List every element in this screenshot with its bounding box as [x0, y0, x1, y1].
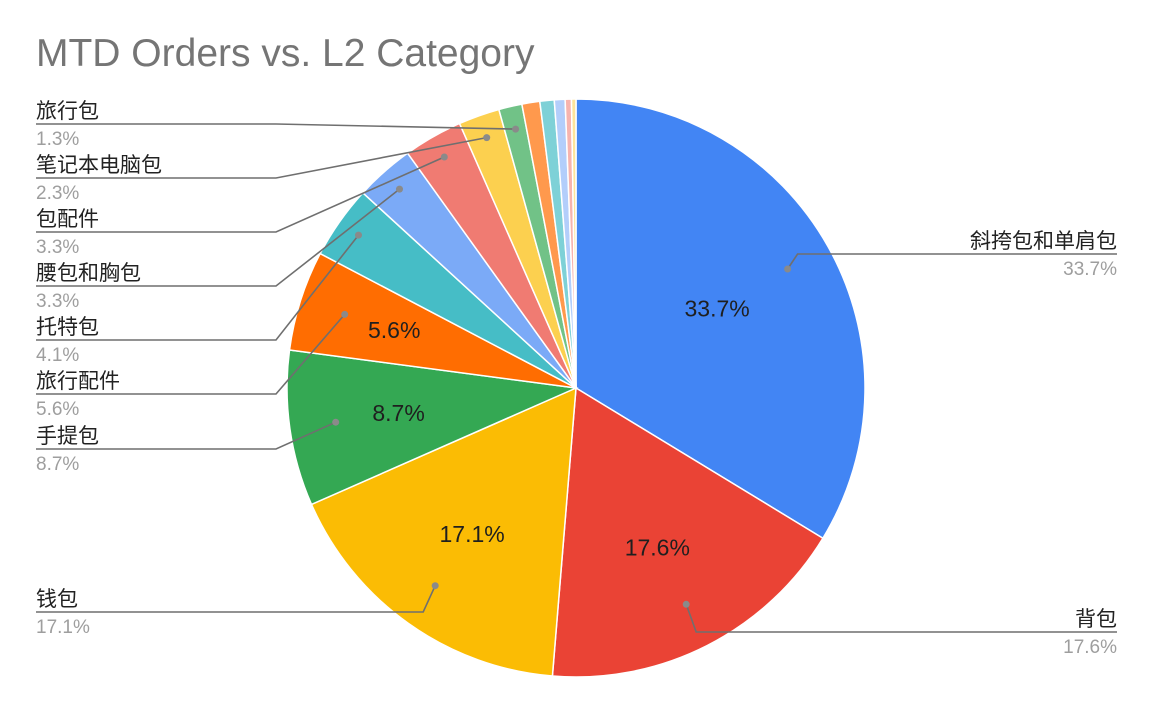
inner-labels-layer: 33.7% 17.6% 17.1% 8.7% 5.6% [368, 296, 750, 561]
callout-line-6 [36, 188, 400, 287]
callout-dot-1 [682, 600, 690, 608]
pie-slice-14[interactable] [570, 98, 577, 389]
callout-name-2: 钱包 [36, 587, 78, 611]
callout-dot-4 [341, 310, 349, 318]
callout-name-4: 旅行配件 [36, 369, 120, 393]
callout-line-5 [36, 234, 360, 341]
callout-line-0 [786, 253, 1117, 270]
callout-name-6: 腰包和胸包 [36, 261, 141, 285]
callout-line-9 [36, 123, 516, 130]
callout-dot-8 [483, 134, 491, 142]
slice-inner-label-4: 5.6% [368, 317, 420, 343]
callout-dot-6 [396, 185, 403, 193]
callout-name-8: 笔记本电脑包 [36, 153, 162, 177]
callout-value-3: 8.7% [36, 454, 79, 475]
pie-slice-0[interactable] [575, 98, 866, 540]
pie-slice-1[interactable] [551, 386, 824, 678]
slices-layer [286, 98, 866, 678]
callout-name-3: 手提包 [36, 424, 99, 448]
callout-name-9: 旅行包 [36, 99, 99, 123]
callout-name-0: 斜挎包和单肩包 [970, 229, 1117, 253]
callout-line-3 [36, 421, 337, 450]
callout-dot-7 [440, 153, 448, 161]
slice-inner-label-1: 17.6% [625, 535, 690, 561]
callout-line-4 [36, 313, 346, 395]
callout-line-2 [36, 585, 436, 613]
callout-name-5: 托特包 [36, 315, 99, 339]
slice-inner-label-0: 33.7% [684, 296, 749, 322]
callouts-layer: 斜挎包和单肩包 33.7% 背包 17.6% 钱包 17.1% 手提包 8.7% 旅行配件 5.6… [36, 99, 1117, 658]
callout-value-5: 4.1% [36, 345, 79, 366]
callout-line-1 [685, 604, 1117, 633]
callout-dot-9 [512, 125, 520, 133]
callout-value-6: 3.3% [36, 291, 79, 312]
callout-value-4: 5.6% [36, 399, 79, 420]
callout-value-8: 2.3% [36, 183, 79, 204]
callout-dot-0 [784, 265, 792, 273]
callout-name-7: 包配件 [36, 207, 99, 231]
callout-line-7 [36, 156, 445, 233]
slice-inner-label-3: 8.7% [372, 400, 424, 426]
callout-value-7: 3.3% [36, 237, 79, 258]
callout-value-1: 17.6% [1063, 637, 1117, 658]
callout-dot-3 [332, 418, 340, 426]
callout-value-2: 17.1% [36, 617, 90, 638]
callout-dot-2 [431, 582, 439, 590]
callout-dot-5 [355, 231, 362, 239]
slice-inner-label-2: 17.1% [439, 521, 504, 547]
chart-title: MTD Orders vs. L2 Category [36, 32, 535, 75]
callout-name-1: 背包 [1075, 607, 1117, 631]
callout-value-9: 1.3% [36, 129, 79, 150]
callout-value-0: 33.7% [1063, 259, 1117, 280]
pie-slice-2[interactable] [310, 386, 577, 677]
callout-line-8 [36, 136, 487, 179]
pie-slice-3[interactable] [286, 349, 579, 506]
